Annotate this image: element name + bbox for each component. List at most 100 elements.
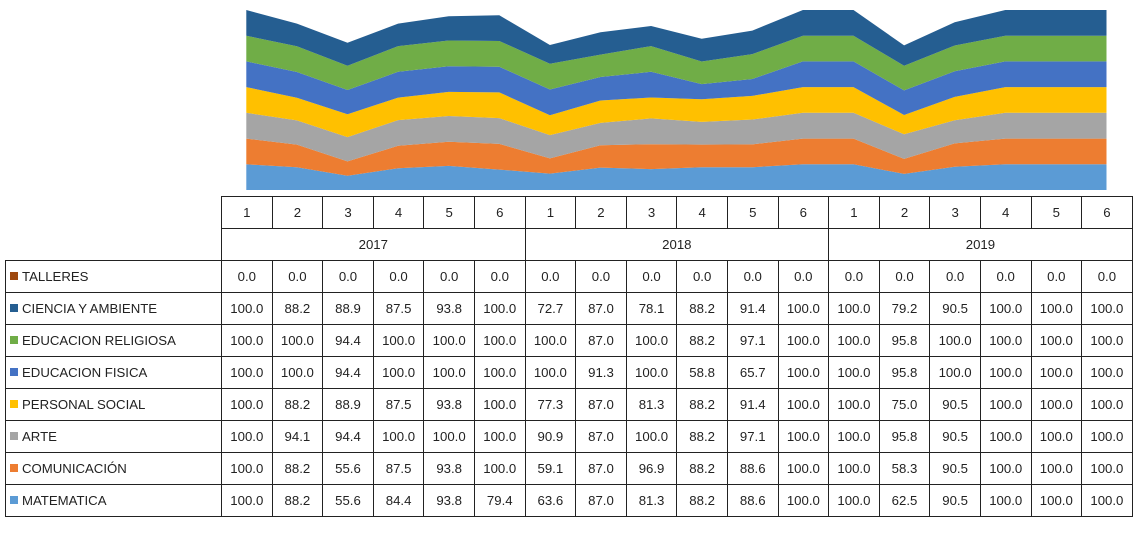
month-label: 2: [271, 196, 324, 229]
month-label: 1: [221, 196, 273, 229]
area-personal-social: [246, 87, 1107, 138]
legend-swatch: [10, 336, 18, 344]
data-label: 0.0: [1030, 260, 1083, 293]
data-label: 95.8: [878, 356, 931, 389]
table-row: MATEMATICA 100.0 88.2 55.6 84.4 93.8 79.4 63.6 8…: [5, 484, 1133, 517]
series-name: CIENCIA Y AMBIENTE: [22, 301, 158, 316]
data-label: 94.4: [322, 324, 374, 357]
data-label: 88.2: [676, 484, 728, 517]
data-label: 100.0: [979, 484, 1032, 517]
series-name: PERSONAL SOCIAL: [22, 397, 146, 412]
data-label: 100.0: [1030, 484, 1083, 517]
data-label: 93.8: [423, 484, 475, 517]
table-row: EDUCACION FISICA 100.0 100.0 94.4 100.0 100.0…: [5, 356, 1133, 389]
month-label: 5: [1030, 196, 1083, 229]
data-label: 95.8: [878, 324, 931, 357]
data-label: 100.0: [777, 484, 830, 517]
data-label: 87.0: [575, 388, 627, 421]
data-label: 100.0: [777, 420, 830, 453]
month-label: 5: [423, 196, 475, 229]
area-comunicaci-n: [246, 138, 1107, 176]
data-label: 55.6: [322, 452, 374, 485]
data-label: 100.0: [473, 388, 526, 421]
area-educacion-religiosa: [246, 35, 1107, 91]
month-label: 5: [726, 196, 779, 229]
data-label: 0.0: [322, 260, 374, 293]
data-label: 0.0: [473, 260, 526, 293]
data-label: 93.8: [423, 292, 475, 325]
data-label: 0.0: [372, 260, 425, 293]
data-label: 100.0: [423, 324, 475, 357]
data-label: 100.0: [221, 420, 273, 453]
data-label: 91.3: [575, 356, 627, 389]
data-label: 100.0: [777, 292, 830, 325]
data-label: 100.0: [1081, 388, 1133, 421]
data-label: 65.7: [726, 356, 779, 389]
data-label: 100.0: [1030, 420, 1083, 453]
data-label: 100.0: [1030, 452, 1083, 485]
data-label: 79.4: [473, 484, 526, 517]
data-label: 95.8: [878, 420, 931, 453]
data-label: 81.3: [625, 484, 678, 517]
data-label: 75.0: [878, 388, 931, 421]
data-label: 90.5: [929, 388, 981, 421]
data-label: 100.0: [929, 356, 981, 389]
data-label: 100.0: [1081, 420, 1133, 453]
data-label: 88.2: [676, 324, 728, 357]
year-label: 2017: [221, 228, 526, 261]
legend-swatch: [10, 496, 18, 504]
data-label: 100.0: [221, 292, 273, 325]
data-label: 100.0: [221, 324, 273, 357]
data-label: 87.0: [575, 292, 627, 325]
area-arte: [246, 112, 1107, 162]
corner-cell: [6, 197, 222, 261]
data-label: 100.0: [979, 292, 1032, 325]
data-label: 90.9: [524, 420, 577, 453]
area-matematica: [246, 164, 1107, 190]
month-label: 2: [575, 196, 627, 229]
data-label: 100.0: [372, 420, 425, 453]
data-label: 0.0: [1081, 260, 1133, 293]
series-label: COMUNICACIÓN: [5, 452, 222, 485]
data-label: 87.0: [575, 324, 627, 357]
data-label: 87.0: [575, 452, 627, 485]
data-label: 100.0: [1081, 324, 1133, 357]
data-label: 72.7: [524, 292, 577, 325]
series-label: ARTE: [5, 420, 222, 453]
legend-swatch: [10, 368, 18, 376]
series-name: EDUCACION RELIGIOSA: [22, 333, 176, 348]
data-label: 88.2: [271, 292, 324, 325]
legend-swatch: [10, 400, 18, 408]
table-row: ARTE 100.0 94.1 94.4 100.0 100.0 100.0 90.9 87.0…: [5, 420, 1133, 453]
series-label: TALLERES: [5, 260, 222, 293]
data-label: 87.5: [372, 388, 425, 421]
data-label: 97.1: [726, 324, 779, 357]
data-label: 88.2: [676, 388, 728, 421]
year-label: 2019: [828, 228, 1133, 261]
data-label: 100.0: [625, 356, 678, 389]
data-label: 59.1: [524, 452, 577, 485]
data-label: 100.0: [473, 292, 526, 325]
data-label: 100.0: [1081, 484, 1133, 517]
year-row: 2017 2018 2019: [6, 228, 1133, 261]
legend-swatch: [10, 304, 18, 312]
data-label: 97.1: [726, 420, 779, 453]
series-name: ARTE: [22, 429, 57, 444]
data-label: 0.0: [423, 260, 475, 293]
stacked-area-chart: [246, 10, 1107, 190]
data-label: 77.3: [524, 388, 577, 421]
data-label: 94.4: [322, 356, 374, 389]
series-label: EDUCACION FISICA: [5, 356, 222, 389]
data-label: 100.0: [777, 324, 830, 357]
series-label: EDUCACION RELIGIOSA: [5, 324, 222, 357]
data-label: 100.0: [524, 356, 577, 389]
month-label: 1: [828, 196, 880, 229]
data-label: 79.2: [878, 292, 931, 325]
data-label: 100.0: [372, 324, 425, 357]
data-label: 100.0: [473, 324, 526, 357]
data-label: 0.0: [221, 260, 273, 293]
data-label: 87.5: [372, 452, 425, 485]
data-label: 100.0: [979, 356, 1032, 389]
table-row: CIENCIA Y AMBIENTE 100.0 88.2 88.9 87.5 93.8 1…: [5, 292, 1133, 325]
series-label: MATEMATICA: [5, 484, 222, 517]
